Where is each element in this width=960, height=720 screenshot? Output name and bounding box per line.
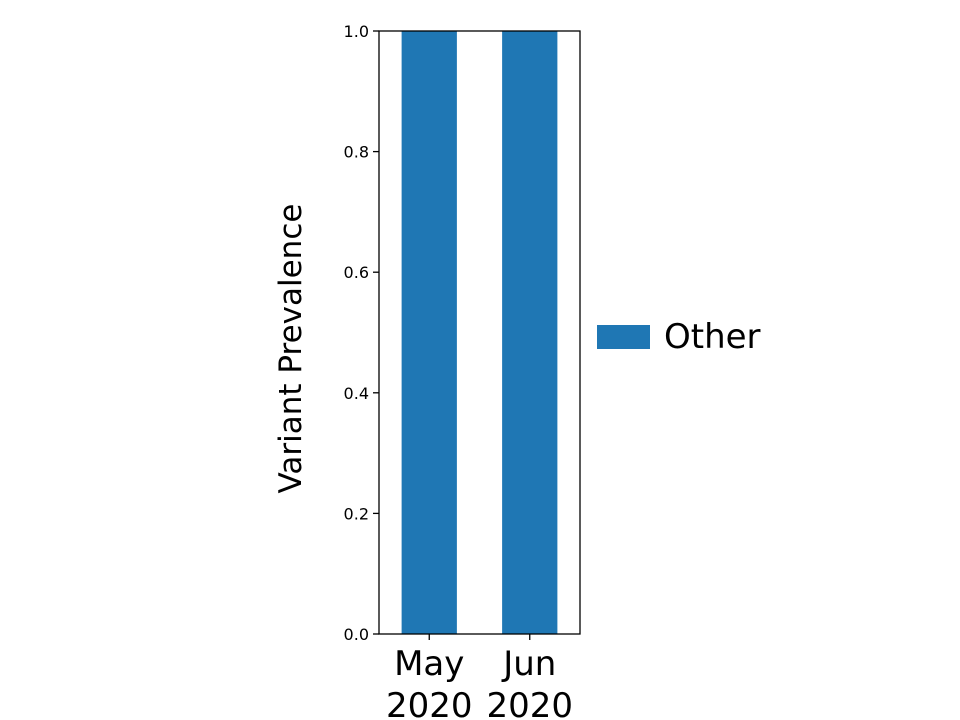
bars-group (401, 31, 558, 634)
legend: Other (597, 317, 761, 357)
x-tick-label: May 2020 (386, 644, 473, 720)
legend-label: Other (664, 317, 761, 357)
y-tick-label: 0.4 (344, 384, 369, 403)
bar-other-1 (502, 31, 558, 634)
y-axis-label: Variant Prevalence (273, 204, 309, 494)
bar-other-0 (401, 31, 457, 634)
y-tick-label: 0.8 (344, 143, 369, 162)
legend-swatch (597, 325, 650, 349)
y-tick-label: 0.2 (344, 504, 369, 523)
x-tick-label: Jun 2020 (486, 644, 573, 720)
y-tick-label: 0.6 (344, 263, 369, 282)
y-tick-label: 1.0 (344, 22, 369, 41)
y-tick-label: 0.0 (344, 625, 369, 644)
axes-frame (378, 30, 581, 635)
y-axis: 0.0 0.2 0.4 0.6 0.8 1.0 (344, 22, 379, 644)
